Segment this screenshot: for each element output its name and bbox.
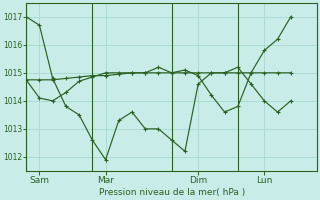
X-axis label: Pression niveau de la mer( hPa ): Pression niveau de la mer( hPa ) — [99, 188, 245, 197]
